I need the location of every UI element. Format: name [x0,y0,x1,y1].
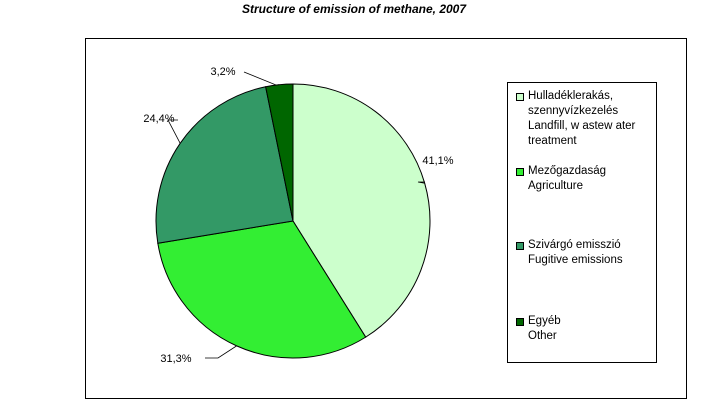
legend-swatch-agriculture [516,168,524,176]
legend-item-other: Egyéb Other [516,314,561,344]
legend-label-agriculture: Mezőgazdaság Agriculture [528,165,606,192]
legend-item-fugitive: Szivárgó emisszió Fugitive emissions [516,238,623,268]
data-label-other: 3,2% [210,66,235,78]
legend-item-agriculture: Mezőgazdaság Agriculture [516,164,606,194]
legend-swatch-fugitive [516,242,524,250]
leader-line-landfill [417,181,425,184]
legend-swatch-other [516,318,524,326]
chart-title: Structure of emission of methane, 2007 [241,2,467,16]
legend-item-landfill: Hulladéklerakás, szennyvízkezelés Landfi… [516,89,635,149]
pie-slice-other [265,83,294,222]
data-label-fugitive: 24,4% [143,113,174,125]
leader-line-fugitive [167,119,181,144]
data-label-landfill: 41,1% [422,155,453,167]
leader-line-agriculture [205,345,237,359]
leader-line-other [243,71,280,86]
legend-swatch-landfill [516,93,524,101]
data-label-agriculture: 31,3% [160,353,191,365]
legend: Hulladéklerakás, szennyvízkezelés Landfi… [507,82,657,363]
legend-label-fugitive: Szivárgó emisszió Fugitive emissions [528,239,623,266]
legend-label-landfill: Hulladéklerakás, szennyvízkezelés Landfi… [528,90,636,147]
legend-label-other: Egyéb Other [528,315,561,342]
